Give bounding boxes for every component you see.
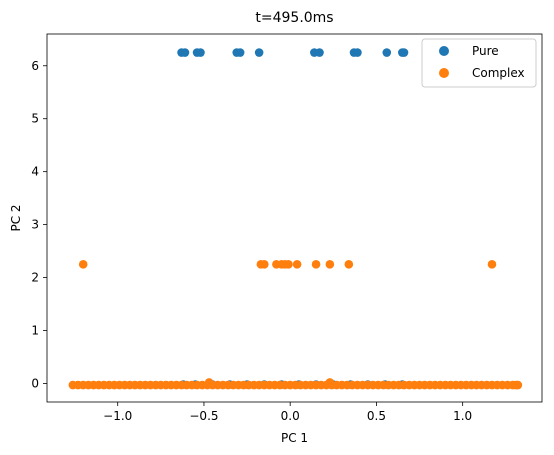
y-tick-label: 0 (31, 376, 39, 390)
data-point-complex (513, 380, 523, 390)
data-point-complex (344, 260, 354, 269)
y-axis-label: PC 2 (9, 204, 23, 231)
points-layer (68, 48, 523, 390)
y-tick-label: 5 (31, 112, 39, 126)
data-point-pure (196, 48, 205, 57)
y-tick-label: 6 (31, 59, 39, 73)
x-tick-label: 0.0 (281, 409, 300, 423)
legend-marker-complex (439, 68, 449, 78)
data-point-pure (180, 48, 190, 57)
legend-marker-pure (439, 46, 449, 56)
x-tick-label: 1.0 (453, 409, 472, 423)
legend-box (421, 38, 537, 88)
x-axis-label: PC 1 (281, 431, 308, 445)
y-tick-label: 4 (31, 165, 39, 179)
data-point-complex (311, 260, 321, 269)
data-point-complex (292, 260, 302, 269)
data-point-complex (78, 260, 88, 269)
legend-label-complex: Complex (472, 66, 525, 80)
data-point-pure (353, 48, 362, 57)
x-tick-label: −0.5 (189, 409, 218, 423)
data-point-complex (284, 260, 293, 269)
x-tick-label: 0.5 (367, 409, 386, 423)
data-point-pure (254, 48, 264, 57)
data-point-complex (325, 260, 335, 269)
data-point-complex (260, 260, 269, 269)
plot-frame (46, 33, 543, 403)
y-tick-label: 3 (31, 218, 39, 232)
data-point-complex (487, 260, 497, 269)
chart-title: t=495.0ms (255, 10, 333, 26)
x-tick-label: −1.0 (103, 409, 132, 423)
legend-label-pure: Pure (472, 44, 499, 58)
legend: Pure Complex (421, 38, 537, 88)
data-point-pure (399, 48, 409, 57)
y-tick-label: 2 (31, 271, 39, 285)
data-point-pure (235, 48, 245, 57)
data-point-pure (382, 48, 392, 57)
y-axis: 0 1 2 3 4 5 6 (31, 59, 47, 390)
x-axis: −1.0 −0.5 0.0 0.5 1.0 (103, 402, 472, 423)
data-point-pure (315, 48, 324, 57)
y-tick-label: 1 (31, 324, 39, 338)
